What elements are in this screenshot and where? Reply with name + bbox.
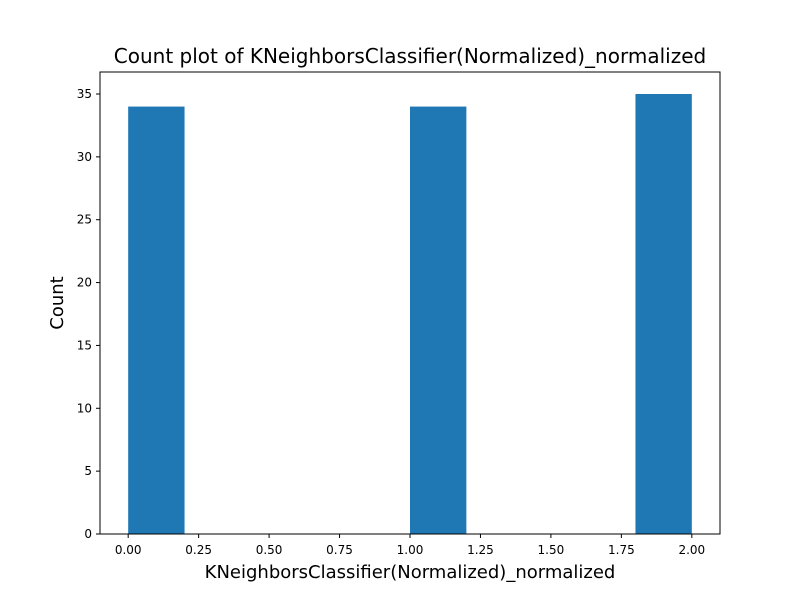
x-tick-label-5: 1.25 bbox=[467, 543, 494, 557]
y-tick-label-1: 5 bbox=[84, 464, 92, 478]
bars-group bbox=[128, 94, 692, 535]
y-tick-label-3: 15 bbox=[77, 338, 92, 352]
y-tick-label-7: 35 bbox=[77, 87, 92, 101]
x-ticks-group: 0.00 0.25 0.50 0.75 1.00 1.25 1.50 1.75 2.00 bbox=[115, 534, 705, 557]
y-tick-label-5: 25 bbox=[77, 213, 92, 227]
chart-title: Count plot of KNeighborsClassifier(Norma… bbox=[114, 44, 706, 68]
x-tick-label-1: 0.25 bbox=[185, 543, 212, 557]
y-tick-label-2: 10 bbox=[77, 401, 92, 415]
x-tick-label-0: 0.00 bbox=[115, 543, 142, 557]
x-tick-label-8: 2.00 bbox=[678, 543, 705, 557]
y-tick-label-0: 0 bbox=[84, 527, 92, 541]
y-axis-label: Count bbox=[47, 276, 68, 329]
y-tick-label-4: 20 bbox=[77, 276, 92, 290]
x-tick-label-4: 1.00 bbox=[397, 543, 424, 557]
bar-0 bbox=[128, 106, 185, 535]
bar-2 bbox=[635, 94, 692, 534]
x-tick-label-6: 1.50 bbox=[538, 543, 565, 557]
bar-1 bbox=[410, 106, 467, 535]
x-tick-label-3: 0.75 bbox=[326, 543, 353, 557]
y-tick-label-6: 30 bbox=[77, 150, 92, 164]
plot-frame bbox=[99, 71, 721, 535]
y-ticks-group: 0 5 10 15 20 25 30 35 bbox=[77, 87, 100, 541]
x-tick-label-7: 1.75 bbox=[608, 543, 635, 557]
x-axis-label: KNeighborsClassifier(Normalized)_normali… bbox=[205, 562, 616, 583]
x-tick-label-2: 0.50 bbox=[256, 543, 283, 557]
